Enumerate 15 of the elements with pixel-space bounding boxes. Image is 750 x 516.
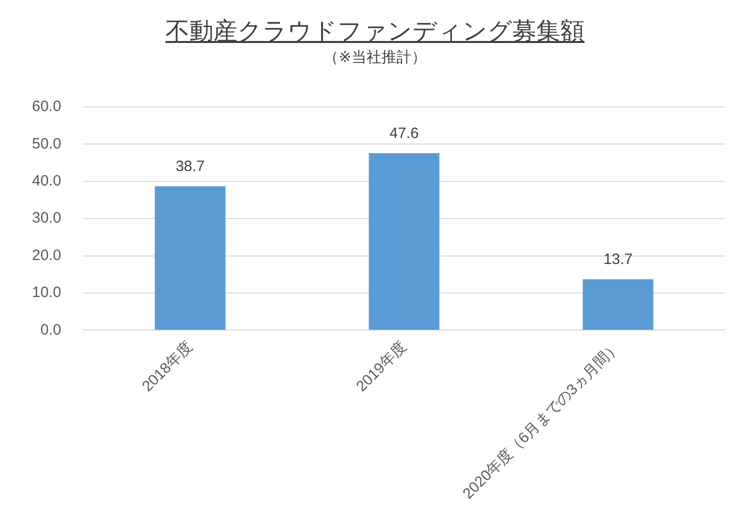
bar — [368, 153, 440, 330]
data-label: 13.7 — [603, 250, 633, 268]
y-tick-label: 30.0 — [32, 210, 62, 227]
bar — [154, 186, 226, 330]
y-tick-label: 60.0 — [32, 98, 62, 116]
chart-subtitle: （※当社推計） — [322, 48, 428, 68]
data-label: 47.6 — [389, 124, 419, 142]
y-tick-label: 20.0 — [32, 246, 62, 264]
y-tick-label: 50.0 — [32, 135, 62, 152]
data-label: 38.7 — [176, 158, 205, 175]
y-tick-label: 0.0 — [40, 321, 62, 338]
y-tick-label: 40.0 — [32, 172, 62, 190]
bar — [582, 279, 654, 330]
y-tick-label: 10.0 — [32, 284, 62, 302]
chart-title: 不動産クラウドファンディング募集額 — [164, 18, 586, 46]
